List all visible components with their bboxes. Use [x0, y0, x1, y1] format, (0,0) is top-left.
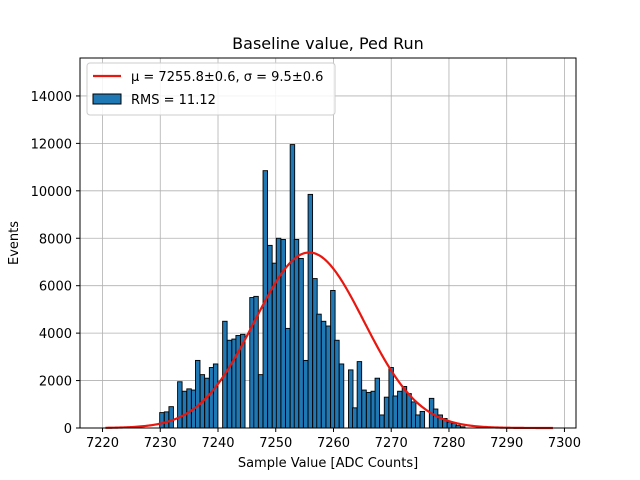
y-tick-label: 6000 — [39, 280, 72, 295]
histogram-bar — [195, 359, 201, 429]
x-tick-label: 7290 — [490, 436, 523, 451]
histogram-bar — [293, 238, 300, 429]
histogram-bar — [159, 412, 165, 429]
y-tick-label: 2000 — [39, 375, 72, 390]
histogram-bar — [275, 237, 282, 429]
x-tick-label: 7280 — [432, 436, 465, 451]
histogram-bar — [338, 363, 345, 429]
histogram-bar — [320, 320, 327, 429]
histogram-bar — [419, 410, 426, 429]
histogram-bar — [406, 393, 412, 429]
legend: μ = 7255.8±0.6, σ = 9.5±0.6 RMS = 11.12 — [86, 62, 336, 116]
y-tick-label: 8000 — [39, 232, 72, 247]
histogram-bar — [212, 363, 219, 429]
histogram-bar — [401, 386, 408, 429]
x-axis-label: Sample Value [ADC Counts] — [238, 456, 418, 471]
plot-frame — [79, 57, 577, 429]
gaussian-fit-layer — [105, 251, 553, 430]
histogram-bar — [352, 407, 358, 429]
histogram-bar — [267, 244, 273, 429]
histogram-bar — [361, 389, 367, 429]
histogram-bar — [379, 414, 385, 429]
histogram-bar — [204, 377, 210, 429]
legend-rms-label: RMS = 11.12 — [131, 93, 216, 108]
y-axis-ticks: 0 2000 4000 6000 8000 10000 12000 14000 — [31, 90, 80, 437]
histogram-bar — [257, 374, 264, 429]
x-tick-label: 7260 — [317, 436, 350, 451]
histogram-bar — [415, 414, 421, 429]
histogram-bar — [168, 406, 174, 429]
histogram-bar — [397, 390, 403, 429]
histogram-bar — [181, 390, 188, 429]
histogram-bar — [177, 381, 183, 429]
histogram-bar — [186, 388, 192, 429]
histogram-bar — [325, 325, 331, 429]
x-tick-label: 7300 — [548, 436, 581, 451]
x-tick-label: 7270 — [375, 436, 408, 451]
histogram-bar — [356, 361, 363, 429]
histogram-bar — [374, 377, 381, 429]
histogram-bar — [298, 257, 304, 429]
y-tick-label: 12000 — [31, 137, 72, 152]
legend-fit-label: μ = 7255.8±0.6, σ = 9.5±0.6 — [131, 70, 323, 85]
legend-box — [86, 62, 336, 116]
histogram-bar — [316, 313, 322, 429]
y-tick-label: 14000 — [31, 90, 72, 105]
y-tick-label: 0 — [64, 422, 72, 437]
histogram-bar — [392, 395, 398, 429]
y-axis-label: Events — [7, 221, 22, 265]
histogram-bar — [432, 408, 439, 429]
legend-bar-swatch — [92, 93, 122, 105]
x-axis-ticks: 7220 7230 7240 7250 7260 7270 7280 7290 7300 — [86, 428, 581, 451]
chart-title: Baseline value, Ped Run — [232, 34, 424, 53]
histogram-bar — [365, 391, 372, 429]
x-tick-label: 7230 — [144, 436, 177, 451]
histogram-bar — [163, 411, 170, 429]
x-tick-label: 7250 — [259, 436, 292, 451]
histogram-bar — [307, 193, 314, 429]
histogram-bar — [334, 339, 340, 429]
histogram-bar — [303, 359, 309, 429]
x-tick-label: 7240 — [201, 436, 234, 451]
histogram-bar — [226, 339, 233, 429]
gaussian-fit-curve — [105, 251, 553, 430]
y-tick-label: 10000 — [31, 185, 72, 200]
histogram-bar — [446, 421, 453, 429]
y-tick-label: 4000 — [39, 327, 72, 342]
histogram-bar — [285, 327, 291, 429]
histogram-bar — [383, 396, 390, 429]
x-tick-label: 7220 — [86, 436, 119, 451]
